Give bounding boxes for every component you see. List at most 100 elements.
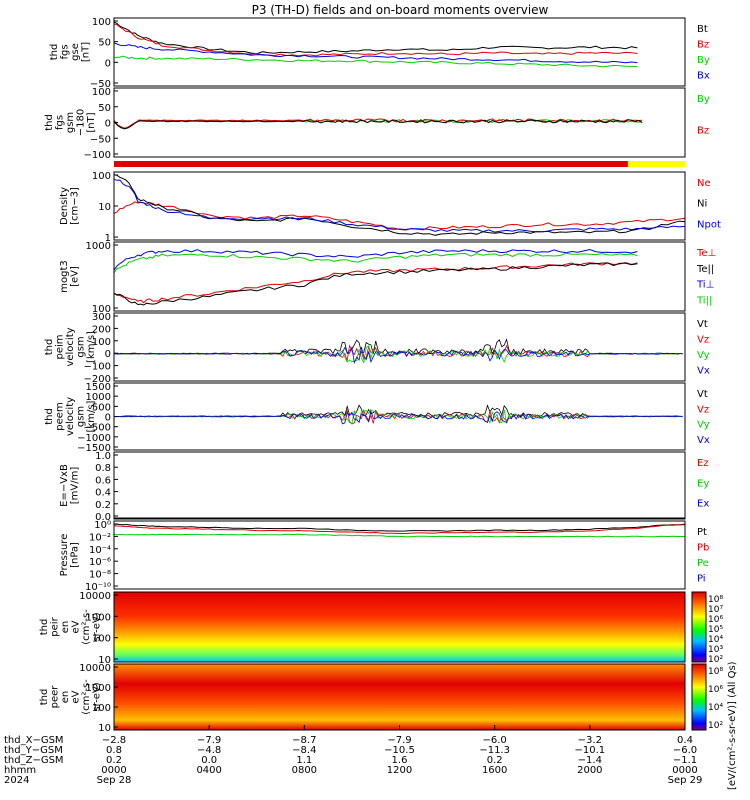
- velocity-trace-5-3: [113, 409, 683, 425]
- y-axis-label: peem: [55, 402, 66, 430]
- panel-frame: [113, 451, 686, 520]
- x-axis-value: 0.4: [677, 735, 693, 746]
- y-tick-label: 1: [105, 233, 111, 244]
- x-axis-row-label: hhmm: [4, 765, 36, 776]
- y-axis-label: fgs: [55, 115, 66, 130]
- y-tick-label: 1000: [86, 392, 111, 403]
- legend-label: Vt: [697, 389, 708, 400]
- y-axis-label: gsm: [76, 336, 87, 357]
- x-axis-value: −6.0: [673, 745, 697, 756]
- y-tick-label: 10⁻⁴: [89, 545, 111, 556]
- status-bar-red: [114, 161, 628, 167]
- y-tick-label: 1000: [86, 683, 111, 694]
- y-tick-label: −50: [90, 134, 111, 145]
- x-axis-value: −8.7: [292, 735, 316, 746]
- y-tick-label: 100: [92, 171, 111, 182]
- legend-label: Te⊥: [696, 248, 716, 259]
- y-axis-label: sr-eV): [92, 682, 103, 711]
- legend-label: Te||: [696, 264, 714, 275]
- legend-label: By: [697, 55, 710, 66]
- y-tick-label: −100: [84, 150, 111, 161]
- y-tick-label: 100: [92, 634, 111, 645]
- x-axis-value: 0.8: [106, 745, 122, 756]
- spectrogram-ion: [114, 592, 685, 662]
- y-axis-label: peer: [50, 685, 61, 709]
- y-axis-label: (cm²-s-: [81, 609, 92, 645]
- colorbar-tick: 10⁶: [708, 685, 723, 695]
- series-line-density-4: [113, 201, 686, 231]
- velocity-trace-4-0: [114, 338, 683, 355]
- y-tick-label: 200: [92, 324, 111, 335]
- colorbar-tick: 10⁷: [708, 605, 723, 615]
- x-axis-value: −8.4: [292, 745, 316, 756]
- colorbar-tick: 10⁸: [708, 667, 723, 677]
- panel-frame: [113, 520, 686, 590]
- y-tick-label: 10⁰: [94, 520, 111, 531]
- y-tick-label: 100: [92, 304, 111, 315]
- y-axis-label: [km/s]: [86, 400, 97, 432]
- y-axis-label: (cm²-s-: [81, 679, 92, 715]
- y-tick-label: 10: [98, 202, 111, 213]
- y-tick-label: −100: [84, 362, 111, 373]
- y-tick-label: 1500: [86, 382, 111, 393]
- panel-frame: [113, 17, 686, 87]
- x-axis-value: −1.4: [578, 755, 602, 766]
- legend-label: Ti⊥: [696, 280, 714, 291]
- y-axis-label: [mV/m]: [70, 467, 81, 505]
- colorbar-tick: 10²: [708, 655, 723, 665]
- legend-label: Ti||: [696, 295, 712, 306]
- y-tick-label: 10: [98, 655, 111, 666]
- legend-label: By: [697, 94, 710, 105]
- colorbar-tick: 10⁴: [708, 703, 723, 713]
- y-axis-label: peim: [55, 334, 66, 359]
- x-axis-value: 0.2: [487, 755, 503, 766]
- x-axis-value: 2000: [577, 765, 602, 776]
- status-bar-yellow: [627, 161, 685, 167]
- legend-label: Bz: [697, 40, 709, 51]
- legend-label: Bt: [697, 24, 708, 35]
- y-axis-label: thd: [44, 114, 55, 131]
- legend-label: Vy: [697, 350, 710, 361]
- x-axis-row-label: thd_Y−GSM: [4, 745, 63, 756]
- y-axis-label: sr-eV): [92, 612, 103, 641]
- gsm-trace-1: [113, 118, 643, 129]
- x-axis-row-label: thd_Z−GSM: [4, 755, 64, 766]
- x-axis-value: −1.1: [673, 755, 697, 766]
- legend-label: Pe: [697, 558, 709, 569]
- y-tick-label: 10⁻²: [89, 532, 111, 543]
- x-axis-value: Sep 29: [668, 775, 703, 786]
- colorbar-electron: [691, 663, 707, 731]
- series-line-pressure-11: [113, 523, 686, 532]
- legend-label: Vz: [697, 335, 709, 346]
- y-tick-label: 50: [98, 38, 111, 49]
- y-tick-label: 1000: [86, 612, 111, 623]
- legend-label: Ez: [697, 458, 709, 469]
- y-tick-label: −50: [90, 79, 111, 90]
- colorbar-tick: 10⁶: [708, 615, 723, 625]
- y-axis-label: velocity: [65, 397, 76, 436]
- series-line-density-6: [113, 178, 686, 233]
- y-tick-label: 100: [92, 17, 111, 28]
- x-axis-value: 0.2: [106, 755, 122, 766]
- series-line-fgs-gse-1: [113, 23, 638, 57]
- y-axis-label: eV: [71, 690, 82, 703]
- x-axis-value: −2.8: [102, 735, 126, 746]
- y-tick-label: 0: [105, 349, 111, 360]
- legend-label: Ex: [697, 499, 709, 510]
- y-tick-label: 100: [92, 87, 111, 98]
- x-axis-row-label: 2024: [4, 775, 29, 786]
- y-tick-label: 100: [92, 703, 111, 714]
- y-axis-label: [km/s]: [86, 331, 97, 363]
- y-axis-label: fgs: [60, 44, 71, 59]
- legend-label: Vt: [697, 319, 708, 330]
- y-axis-label: −180: [76, 109, 87, 136]
- y-tick-label: −1500: [77, 443, 111, 454]
- y-tick-label: 50: [98, 103, 111, 114]
- x-axis-value: −10.1: [575, 745, 606, 756]
- y-axis-label: gsm: [65, 112, 76, 133]
- series-line-density-5: [113, 174, 686, 236]
- gsm-trace-2: [113, 119, 643, 130]
- x-axis-value: 1200: [387, 765, 412, 776]
- y-axis-label: mogt3: [59, 260, 70, 293]
